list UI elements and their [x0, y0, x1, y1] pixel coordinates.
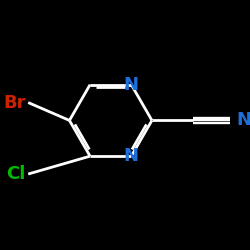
Text: N: N [124, 76, 139, 94]
Text: Br: Br [4, 94, 26, 112]
Text: N: N [237, 112, 250, 130]
Text: Cl: Cl [6, 165, 26, 183]
Text: N: N [124, 147, 139, 165]
